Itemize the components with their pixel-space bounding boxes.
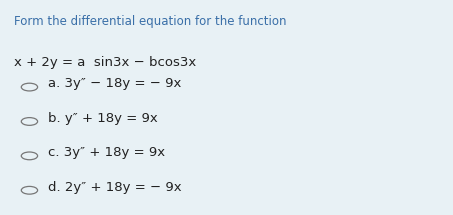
Text: c. 3y″ + 18y = 9x: c. 3y″ + 18y = 9x <box>48 146 165 159</box>
Text: b. y″ + 18y = 9x: b. y″ + 18y = 9x <box>48 112 157 125</box>
Text: x + 2y = a  sin3x − bcos3x: x + 2y = a sin3x − bcos3x <box>14 56 196 69</box>
Text: Form the differential equation for the function: Form the differential equation for the f… <box>14 15 286 28</box>
Text: a. 3y″ − 18y = − 9x: a. 3y″ − 18y = − 9x <box>48 77 181 90</box>
Text: d. 2y″ + 18y = − 9x: d. 2y″ + 18y = − 9x <box>48 181 181 194</box>
